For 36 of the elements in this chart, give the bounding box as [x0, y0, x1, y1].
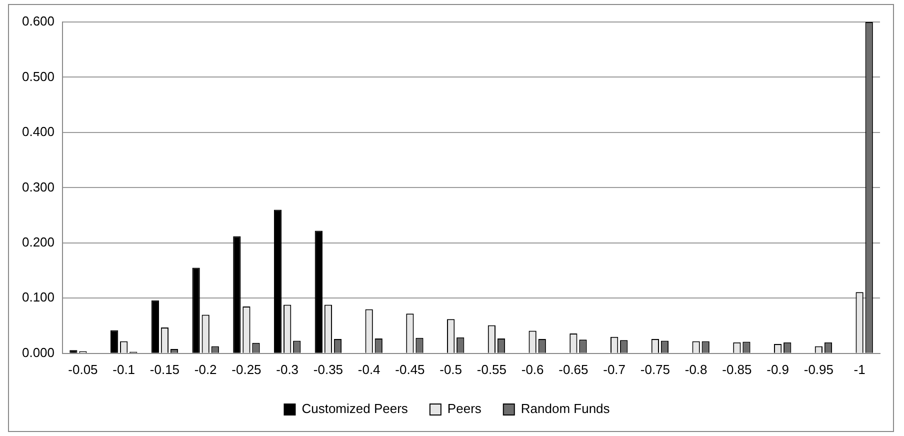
x-tick-label: -0.85 — [722, 362, 752, 377]
x-tick-label: -0.2 — [194, 362, 217, 377]
y-tick-label: 0.300 — [22, 179, 55, 194]
y-tick-label: 0.100 — [22, 290, 55, 305]
y-tick-label: 0.400 — [22, 124, 55, 140]
x-tick-label: -0.4 — [358, 362, 380, 377]
legend-label: Random Funds — [520, 401, 610, 416]
x-tick-label: -0.9 — [766, 362, 790, 377]
x-tick-label: -0.45 — [395, 362, 425, 377]
x-tick-label: -0.15 — [150, 362, 180, 377]
bar — [151, 300, 159, 353]
x-tick-label: -0.95 — [804, 362, 834, 377]
y-tick-label: 0.600 — [22, 14, 55, 29]
bar — [233, 236, 241, 353]
bar — [314, 230, 322, 353]
x-tick-label: -0.65 — [558, 362, 588, 377]
y-tick-label: 0.500 — [22, 68, 55, 84]
x-tick-label: -0.1 — [112, 362, 136, 377]
x-tick-label: -0.3 — [276, 362, 299, 377]
x-tick-label: -1 — [854, 362, 866, 377]
x-tick-label: -0.55 — [476, 362, 507, 377]
legend-label: Peers — [447, 401, 482, 416]
x-tick-label: -0.8 — [684, 362, 708, 377]
x-tick-label: -0.75 — [640, 362, 670, 377]
x-tick-label: -0.7 — [603, 362, 626, 377]
bar — [192, 268, 200, 353]
x-tick-label: -0.5 — [440, 362, 462, 377]
legend-label: Customized Peers — [302, 401, 408, 416]
x-tick-label: -0.6 — [521, 362, 544, 377]
bar — [274, 210, 282, 353]
y-tick-label: 0.000 — [22, 344, 55, 360]
y-tick-label: 0.200 — [22, 234, 55, 250]
bar — [110, 330, 118, 353]
x-tick-label: -0.25 — [232, 362, 262, 377]
x-tick-label: -0.05 — [68, 362, 98, 377]
x-tick-label: -0.35 — [313, 362, 344, 377]
